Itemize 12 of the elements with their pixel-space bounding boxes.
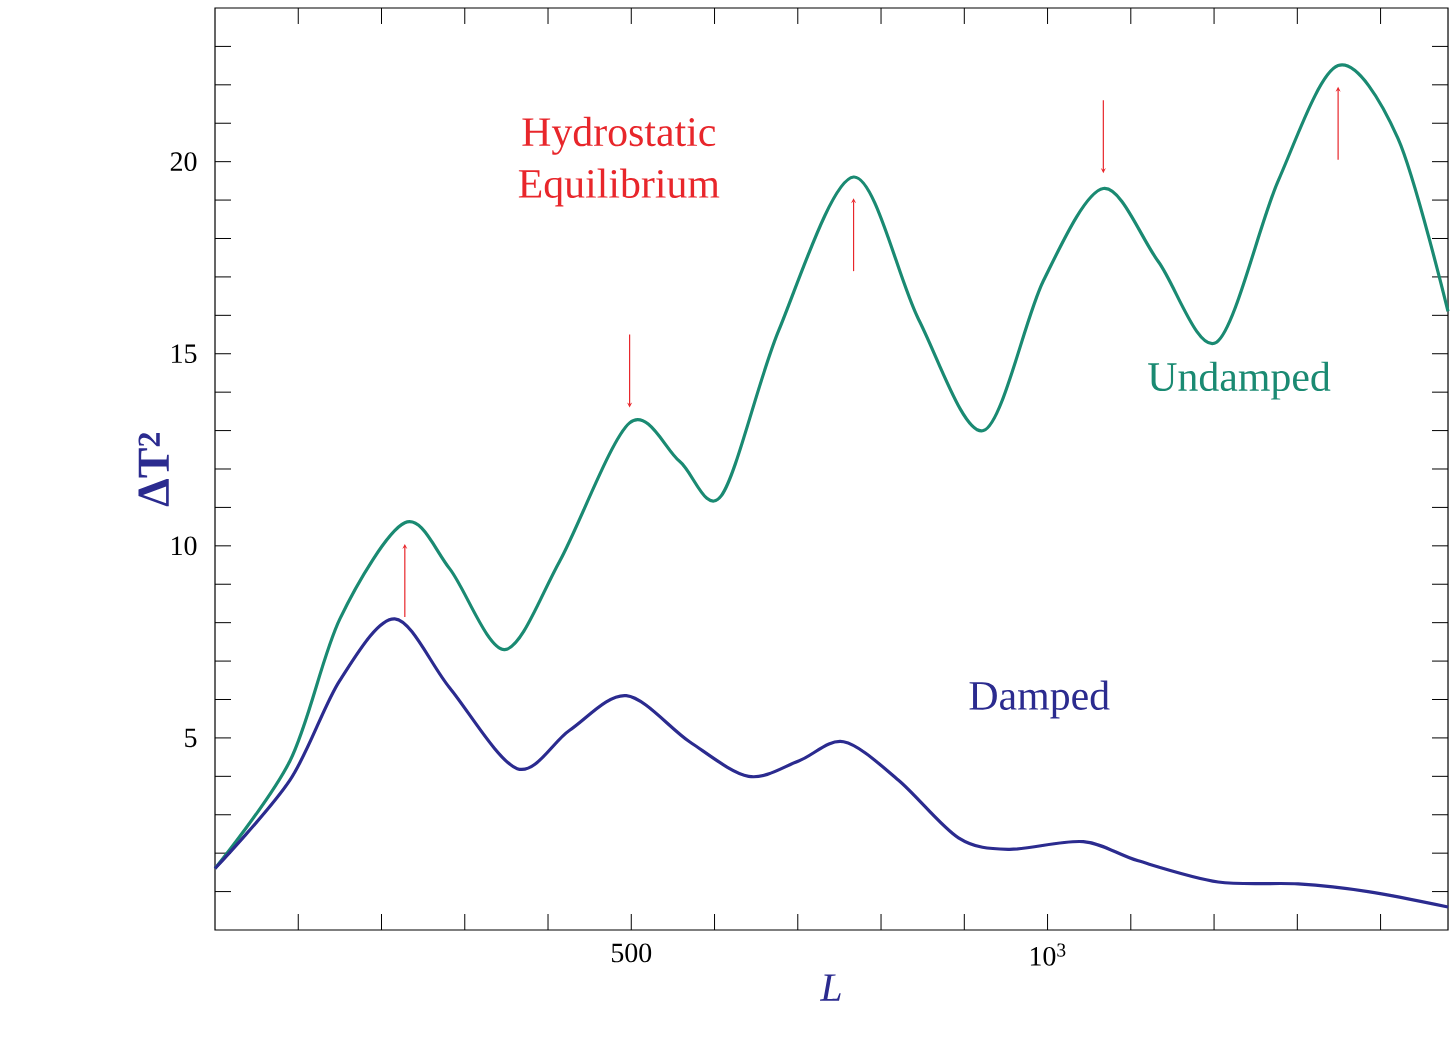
y-tick-label: 15: [172, 344, 197, 364]
annotation: Hydrostatic Equilibrium: [518, 116, 720, 207]
x-tick-label: 10$^{3}$: [1030, 943, 1066, 966]
x-axis-title: L: [819, 974, 841, 1001]
y-tick-label: 20: [170, 152, 197, 172]
text: Damped: [969, 680, 1110, 719]
y-axis-title: ΔT$^{2}$: [138, 432, 169, 507]
y-tick-label: 10: [172, 536, 197, 556]
series-label: Undamped: [1148, 361, 1331, 400]
y-tick-label: 5: [185, 728, 197, 748]
x-tick-label: 500: [611, 943, 652, 963]
line-series: [213, 617, 1450, 909]
